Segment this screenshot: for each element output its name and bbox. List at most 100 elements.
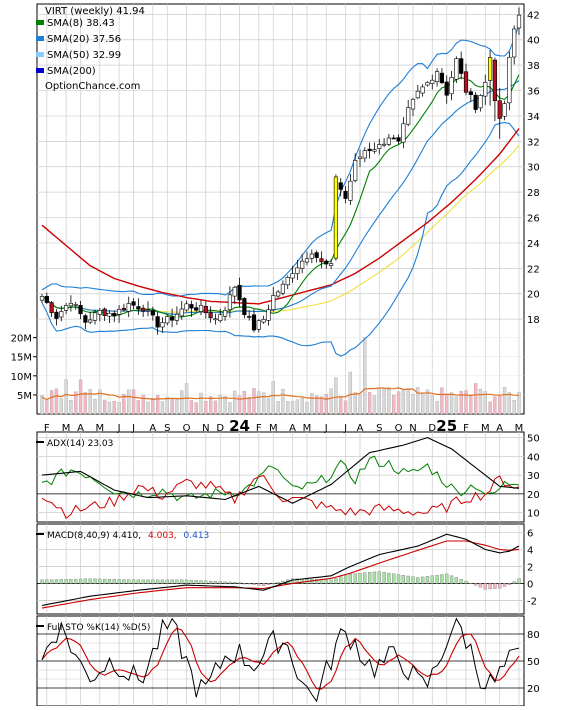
volume-tick-label: 10M [11,372,32,383]
volume-bar [204,401,207,414]
candle-body [315,253,319,258]
macd-histogram-bar [175,580,178,584]
macd-label-group: MACD(8,40,9) 4.410, 4.003, 0.413 [36,531,209,541]
candle-body [243,298,247,314]
macd-tick-label: -2 [527,596,537,607]
volume-bar [79,380,82,414]
macd-histogram-bar [277,582,280,583]
macd-histogram-bar [190,580,193,583]
macd-histogram-bar [55,580,58,584]
candle-body [488,58,492,81]
macd-histogram-bar [387,573,390,583]
macd-histogram-bar [493,583,496,588]
upper-band-line [42,25,519,296]
candle-body [112,313,116,316]
legend-sma50: SMA(50) 32.99 [47,50,121,61]
x-tick-label: F [256,423,262,434]
candle-body [305,259,309,262]
macd-histogram-bar [436,575,439,583]
volume-bar [84,392,87,414]
candle-body [267,310,271,321]
candle-body [170,317,174,320]
adx-tick-label: 40 [527,452,540,463]
x-tick-label: D [216,423,224,434]
macd-histogram-bar [402,575,405,583]
candle-body [165,317,169,323]
volume-bar [301,398,304,414]
candle-body [508,57,512,103]
volume-bar [267,398,270,414]
macd-histogram-bar [248,583,251,584]
volume-bar [359,395,362,414]
macd-histogram-bar [334,578,337,583]
macd-histogram-bar [257,583,260,585]
macd-histogram-bar [214,581,217,583]
line-layer [42,25,519,356]
x-tick-label: A [289,423,296,434]
macd-histogram-bar [397,575,400,584]
x-tick-label: 25 [436,417,457,435]
macd-histogram-bar [518,579,521,584]
x-tick-label: J [343,423,347,434]
volume-bar [224,396,227,414]
volume-bar [421,393,424,414]
x-tick-label: A [77,423,84,434]
volume-bar [257,392,260,414]
candle-body [450,77,454,93]
candle-body [440,73,444,83]
macd-histogram-bar [41,580,44,584]
volume-bar [60,399,63,414]
stoch-d-line [42,628,519,689]
macd-histogram-bar [412,577,415,584]
x-tick-label: N [202,423,209,434]
x-tick-label: 24 [229,417,250,435]
price-tick-label: 32 [527,137,540,148]
volume-bar [147,402,150,414]
x-tick-label: F [463,423,469,434]
volume-bar [291,402,294,414]
price-tick-label: 26 [527,214,540,225]
candle-body [262,319,266,322]
macd-histogram-bar [200,581,203,584]
candle-body [257,321,261,330]
volume-bar [498,395,501,414]
candle-body [214,319,218,320]
x-tick-label: F [44,423,50,434]
candle-body [353,160,357,180]
text-layer: F M A M J J A S O N D 24 F M A M J J A S O N D 25 F M A M1820222426… [11,10,540,695]
legend-sma200: SMA(200) [47,66,96,77]
volume-bar [513,400,516,414]
candle-body [45,296,49,302]
macd-histogram-bar [65,579,68,583]
svg-text:MACD(8,40,9) 4.410, 4.: MACD(8,40,9) 4.410, 4.003, 0.413 [47,531,209,541]
macd-histogram-bar [180,580,183,584]
volume-bar [132,390,135,414]
volume-bar [137,400,140,414]
x-tick-label: A [149,423,156,434]
volume-bar [455,397,458,414]
candle-body [141,308,145,311]
candle-body [387,138,391,144]
macd-histogram-bar [118,579,121,583]
x-tick-label: N [409,423,416,434]
candle-body [122,308,126,310]
candle-body [209,312,213,317]
price-tick-label: 34 [527,112,540,123]
x-tick-label: D [428,423,436,434]
price-tick-label: 30 [527,163,540,174]
candle-body [503,104,507,117]
volume-bar [489,402,492,414]
macd-histogram-bar [465,581,468,583]
indicator-layer [41,438,521,702]
macd-histogram-bar [383,572,386,583]
macd-histogram-bar [84,579,87,584]
volume-bar [450,393,453,414]
x-tick-label: M [95,423,104,434]
macd-histogram-bar [272,583,275,584]
candle-body [339,183,343,190]
volume-bar [479,389,482,414]
candle-body [271,295,275,309]
volume-bar [171,399,174,414]
volume-bar [253,388,256,414]
candle-body [358,157,362,159]
